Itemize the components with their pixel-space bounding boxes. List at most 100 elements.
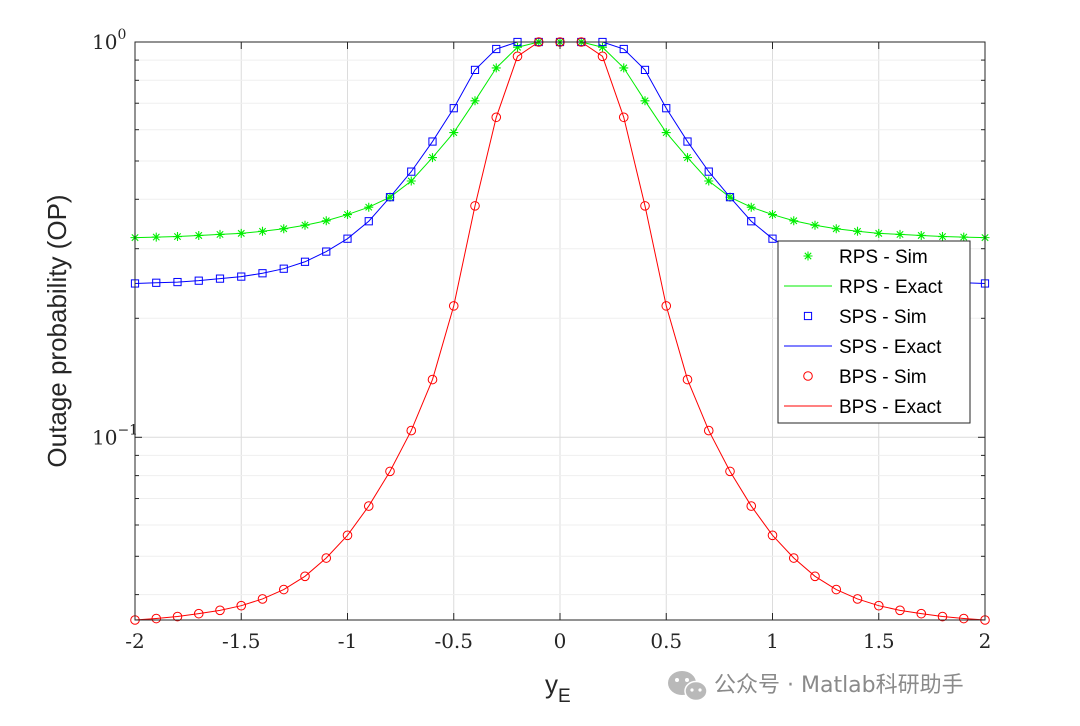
x-tick-label: 1 bbox=[766, 629, 779, 653]
sps-sim-marker bbox=[300, 257, 310, 266]
rps-sim-marker bbox=[853, 226, 862, 236]
bps-sim-marker bbox=[661, 301, 672, 311]
rps-sim-marker bbox=[151, 232, 161, 242]
sps-sim-marker bbox=[619, 44, 628, 54]
bps-sim-marker bbox=[321, 553, 332, 563]
y-tick-labels: 100 10−1 bbox=[92, 27, 138, 449]
sps-sim-marker bbox=[343, 234, 352, 243]
bps-sim-marker bbox=[831, 584, 842, 595]
bps-sim-marker bbox=[406, 425, 417, 436]
bps-sim-marker bbox=[597, 51, 608, 62]
bps-sim-marker bbox=[937, 611, 948, 622]
bps-sim-marker bbox=[151, 613, 162, 624]
legend-sps-sim-label: SPS - Sim bbox=[839, 307, 927, 328]
sps-sim-marker bbox=[768, 234, 777, 243]
rps-sim-marker bbox=[768, 210, 777, 220]
rps-sim-marker bbox=[236, 228, 246, 238]
bps-sim-marker bbox=[470, 201, 480, 211]
rps-sim-marker bbox=[831, 224, 841, 234]
rps-sim-marker bbox=[194, 230, 204, 240]
bps-sim-marker bbox=[172, 611, 183, 622]
legend-sps-sim-marker bbox=[803, 311, 813, 321]
bps-sim-marker bbox=[491, 112, 502, 123]
bps-sim-marker bbox=[342, 530, 353, 541]
sps-sim-marker bbox=[449, 104, 458, 113]
bps-sim-marker bbox=[278, 584, 289, 595]
rps-sim-marker bbox=[300, 220, 310, 230]
rps-sim-marker bbox=[258, 226, 267, 236]
bps-sim-marker bbox=[788, 553, 799, 563]
sps-sim-marker bbox=[704, 167, 713, 176]
x-tick-label: 0 bbox=[554, 629, 567, 653]
bps-sim-marker bbox=[236, 600, 247, 611]
rps-sim-marker bbox=[173, 232, 182, 242]
legend: RPS - Sim RPS - Exact SPS - Sim SPS - Exact… bbox=[777, 240, 971, 424]
sps-sim-marker bbox=[258, 269, 267, 278]
sps-sim-marker bbox=[194, 276, 203, 285]
rps-sim-marker bbox=[449, 128, 459, 138]
rps-sim-marker bbox=[491, 63, 501, 73]
bps-sim-marker bbox=[895, 605, 905, 616]
bps-sim-marker bbox=[810, 571, 820, 582]
x-tick-label: 2 bbox=[979, 629, 992, 653]
bps-sim-marker bbox=[363, 501, 374, 511]
x-axis-label: yE bbox=[545, 669, 571, 707]
sps-sim-marker bbox=[747, 217, 756, 226]
rps-sim-marker bbox=[916, 230, 926, 240]
sps-sim-marker bbox=[279, 264, 288, 273]
sps-sim-marker bbox=[215, 274, 225, 283]
rps-sim-marker bbox=[746, 202, 756, 212]
rps-sim-marker bbox=[406, 176, 416, 186]
wechat-icon bbox=[668, 671, 708, 702]
y-tick-label: 10−1 bbox=[92, 422, 138, 449]
bps-sim-marker bbox=[852, 594, 863, 604]
rps-sim-marker bbox=[789, 216, 799, 226]
legend-bps-exact-label: BPS - Exact bbox=[839, 397, 942, 418]
rps-sim-marker bbox=[895, 229, 905, 239]
legend-rps-exact-label: RPS - Exact bbox=[839, 277, 943, 298]
bps-sim-marker bbox=[215, 605, 225, 616]
sps-sim-marker bbox=[725, 193, 735, 202]
rps-sim-marker bbox=[385, 192, 395, 202]
x-axis-label-main: y bbox=[545, 669, 558, 699]
sps-sim-marker bbox=[322, 247, 331, 256]
sps-sim-marker bbox=[385, 193, 395, 202]
sps-sim-marker bbox=[237, 272, 246, 281]
bps-sim-marker bbox=[193, 608, 204, 619]
rps-sim-marker bbox=[874, 228, 884, 238]
rps-sim-marker bbox=[619, 63, 629, 73]
rps-sim-marker bbox=[343, 210, 352, 220]
x-tick-label: -1.5 bbox=[222, 629, 261, 653]
axis-ticks bbox=[134, 41, 986, 620]
sps-sim-marker bbox=[173, 277, 182, 287]
bps-sim-marker bbox=[682, 374, 693, 385]
watermark-text: 公众号 · Matlab科研助手 bbox=[714, 673, 964, 698]
x-tick-label: -0.5 bbox=[434, 629, 473, 653]
bps-sim-marker bbox=[640, 201, 650, 211]
bps-sim-marker bbox=[257, 594, 268, 604]
sps-sim-marker bbox=[152, 278, 161, 287]
bps-sim-marker bbox=[958, 613, 969, 624]
legend-box bbox=[777, 240, 971, 424]
x-tick-label: -2 bbox=[125, 629, 144, 653]
rps-sim-marker bbox=[364, 202, 374, 212]
sps-sim-marker bbox=[407, 167, 416, 176]
rps-sim-marker bbox=[598, 42, 607, 52]
rps-sim-marker bbox=[470, 96, 480, 106]
bps-sim-marker bbox=[703, 425, 714, 436]
sps-sim-marker bbox=[470, 65, 480, 75]
sps-sim-marker bbox=[683, 137, 692, 146]
rps-sim-marker bbox=[640, 96, 650, 106]
rps-sim-marker bbox=[661, 128, 671, 138]
rps-sim-marker bbox=[959, 232, 969, 242]
bps-sim-marker bbox=[512, 51, 523, 62]
bps-sim-marker bbox=[767, 530, 778, 541]
sps-sim-marker bbox=[492, 44, 501, 54]
bps-sim-marker bbox=[618, 112, 629, 123]
sps-sim-marker bbox=[662, 104, 671, 113]
bps-sim-marker bbox=[385, 466, 395, 477]
rps-sim-marker bbox=[725, 192, 735, 202]
legend-rps-sim-label: RPS - Sim bbox=[839, 247, 928, 268]
sps-sim-marker bbox=[640, 65, 650, 75]
rps-sim-marker bbox=[321, 216, 331, 226]
